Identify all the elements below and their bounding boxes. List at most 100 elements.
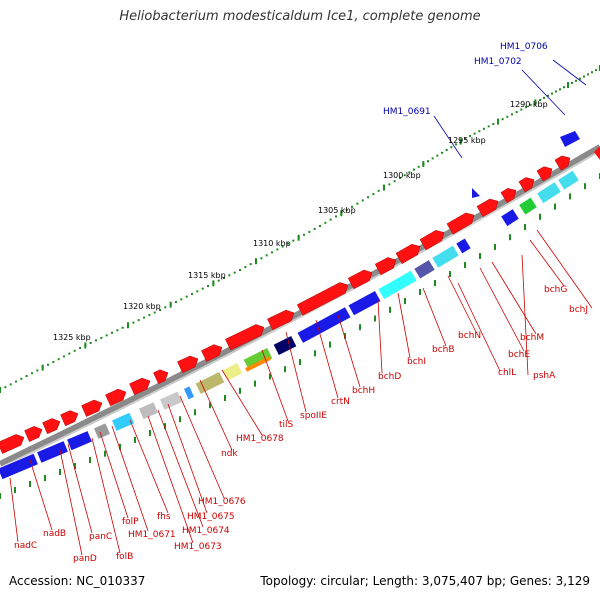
gene-bar — [159, 390, 183, 411]
scale-dot — [329, 218, 332, 221]
scale-dot — [478, 130, 481, 133]
label-leader-line — [179, 395, 225, 499]
backbone-shadow — [0, 150, 600, 469]
inner-tick — [314, 350, 316, 357]
scale-dot — [153, 311, 156, 314]
label-leader-line — [285, 331, 307, 413]
inner-tick — [374, 315, 376, 322]
scale-dot — [403, 174, 406, 177]
scale-dot — [579, 77, 581, 80]
scale-dot — [31, 372, 33, 375]
inner-tick — [389, 306, 391, 313]
gene-bars — [0, 169, 580, 480]
scale-dot — [111, 331, 113, 334]
scale-dot — [555, 90, 557, 93]
gene-label: bchI — [407, 357, 426, 367]
gene-label: chlL — [498, 368, 516, 378]
scale-dot — [276, 248, 279, 251]
scale-dot — [587, 73, 589, 76]
label-leaders — [9, 59, 593, 556]
scale-dot — [175, 301, 177, 303]
gene-bar — [557, 169, 580, 191]
scale-dot — [335, 215, 337, 218]
scale-dot — [308, 230, 311, 233]
gene-arrow-forward — [267, 309, 295, 331]
scale-dot — [427, 160, 429, 163]
label-leader-line — [9, 477, 19, 543]
scale-dot — [511, 113, 513, 116]
inner-tick — [494, 244, 496, 250]
scale-dot — [575, 79, 577, 82]
gene-arrow-forward — [395, 243, 421, 265]
label-leader-line — [111, 425, 149, 532]
label-leader-line — [157, 409, 204, 528]
gene-marker — [472, 188, 480, 198]
inner-tick — [598, 173, 600, 180]
label-leader-line — [261, 349, 289, 422]
label-leader-line — [447, 275, 477, 333]
label-leader-line — [422, 287, 447, 347]
scale-label: 1300 kbp — [383, 171, 421, 180]
gene-bar — [221, 362, 244, 382]
gene-bar — [431, 244, 460, 269]
gene-arrow-forward — [0, 434, 25, 454]
scale-dot — [73, 349, 76, 352]
scale-dot — [185, 295, 188, 298]
label-leader-line — [536, 229, 593, 309]
gene-bar — [518, 196, 538, 216]
label-leader-line — [397, 292, 411, 359]
inner-tick — [29, 481, 31, 487]
scale-dot — [436, 154, 439, 157]
inner-tick — [569, 193, 571, 200]
label-leader-line — [552, 59, 587, 86]
scale-dot — [281, 245, 284, 248]
gene-bar — [455, 237, 472, 255]
scale-dot — [483, 127, 485, 130]
gene-arrow-forward — [374, 257, 397, 276]
gene-bar — [413, 259, 436, 280]
gene-label: spoIIE — [300, 411, 327, 421]
scale-tick — [212, 280, 215, 287]
gene-label: bchM — [520, 333, 544, 343]
map-title: Heliobacterium modesticaldum Ice1, compl… — [119, 9, 481, 24]
scale-dot — [571, 81, 573, 84]
scale-dot — [388, 183, 391, 186]
scale-dot — [265, 254, 268, 257]
scale-tick — [459, 138, 462, 145]
gene-label: HM1_0678 — [236, 434, 284, 444]
inner-tick — [269, 373, 271, 380]
scale-dot — [393, 180, 396, 183]
scale-dot — [15, 380, 17, 383]
inner-tick — [464, 262, 466, 268]
scale-dot — [121, 326, 124, 329]
gene-bar — [138, 401, 159, 420]
scale-dot — [431, 157, 434, 160]
scale-dot — [105, 334, 108, 337]
scale-dot — [455, 143, 457, 146]
scale-dot — [473, 132, 476, 135]
gene-arrow-forward — [105, 388, 127, 407]
gene-arrow-forward — [554, 155, 571, 171]
scale-dot — [356, 202, 359, 205]
scale-dot — [148, 314, 151, 317]
scale-dot — [180, 298, 183, 301]
gene-bar — [183, 385, 195, 401]
scale-dot — [351, 205, 353, 208]
scale-tick — [497, 118, 499, 125]
gene-arrow-forward — [129, 377, 151, 396]
gene-arrow-forward — [296, 282, 349, 316]
scale-dot — [9, 383, 12, 386]
scale-dot — [529, 103, 532, 106]
label-leader-line — [167, 403, 208, 514]
label-leader-line — [221, 369, 263, 436]
gene-label: bchG — [544, 285, 567, 295]
gene-bar — [0, 452, 39, 480]
scale-dot — [260, 257, 263, 260]
label-leader-line — [521, 69, 566, 116]
scale-tick — [422, 161, 425, 167]
scale-dot — [191, 293, 193, 295]
scale-dot — [501, 118, 504, 121]
map-labels: 1290 kbp 1295 kbp 1300 kbp 1305 kbp 1310 kbp… — [14, 42, 588, 564]
inner-tick — [224, 395, 226, 401]
gene-label: HM1_0676 — [198, 497, 246, 507]
